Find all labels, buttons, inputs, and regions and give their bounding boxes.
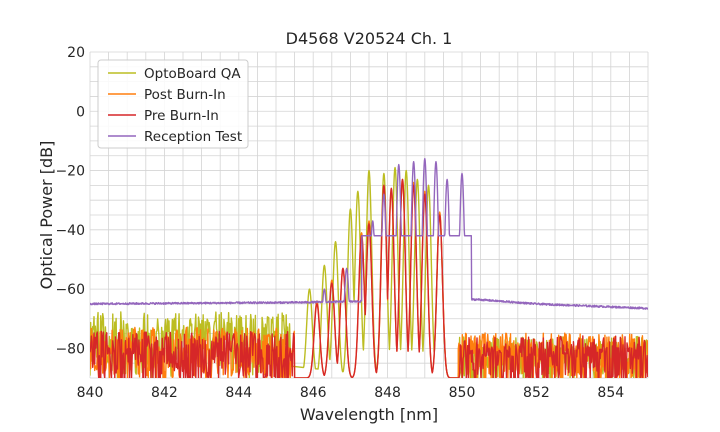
y-tick-label: 20: [67, 45, 85, 61]
x-tick-label: 854: [597, 385, 624, 401]
series-line-pre-burn-in: [90, 178, 648, 378]
y-tick-label: −60: [55, 282, 85, 298]
legend-entry: Pre Burn-In: [144, 108, 219, 124]
x-tick-label: 846: [300, 385, 327, 401]
x-tick-label: 852: [523, 385, 550, 401]
legend-entry: OptoBoard QA: [144, 66, 241, 82]
y-tick-label: −80: [55, 341, 85, 357]
y-tick-label: −40: [55, 223, 85, 239]
legend-box: [97, 59, 249, 149]
legend-entry: Reception Test: [144, 129, 242, 145]
series-line-reception-test: [90, 157, 648, 310]
legend-entry: Post Burn-In: [144, 87, 226, 103]
legend: OptoBoard QA Post Burn-In Pre Burn-In Recep…: [97, 59, 249, 149]
x-axis-label: Wavelength [nm]: [300, 405, 438, 424]
x-tick-label: 840: [77, 385, 104, 401]
x-tick-label: 842: [151, 385, 178, 401]
tick-labels: 840 842 844 846 848 850 852 854 20 0 −20 −40 −60 −80: [55, 45, 624, 401]
y-axis-label: Optical Power [dB]: [37, 141, 56, 290]
chart-title: D4568 V20524 Ch. 1: [286, 29, 453, 48]
x-tick-label: 844: [225, 385, 252, 401]
y-tick-label: −20: [55, 164, 85, 180]
x-tick-label: 850: [449, 385, 476, 401]
y-tick-label: 0: [76, 104, 85, 120]
x-tick-label: 848: [374, 385, 401, 401]
series-layer: [90, 157, 648, 378]
